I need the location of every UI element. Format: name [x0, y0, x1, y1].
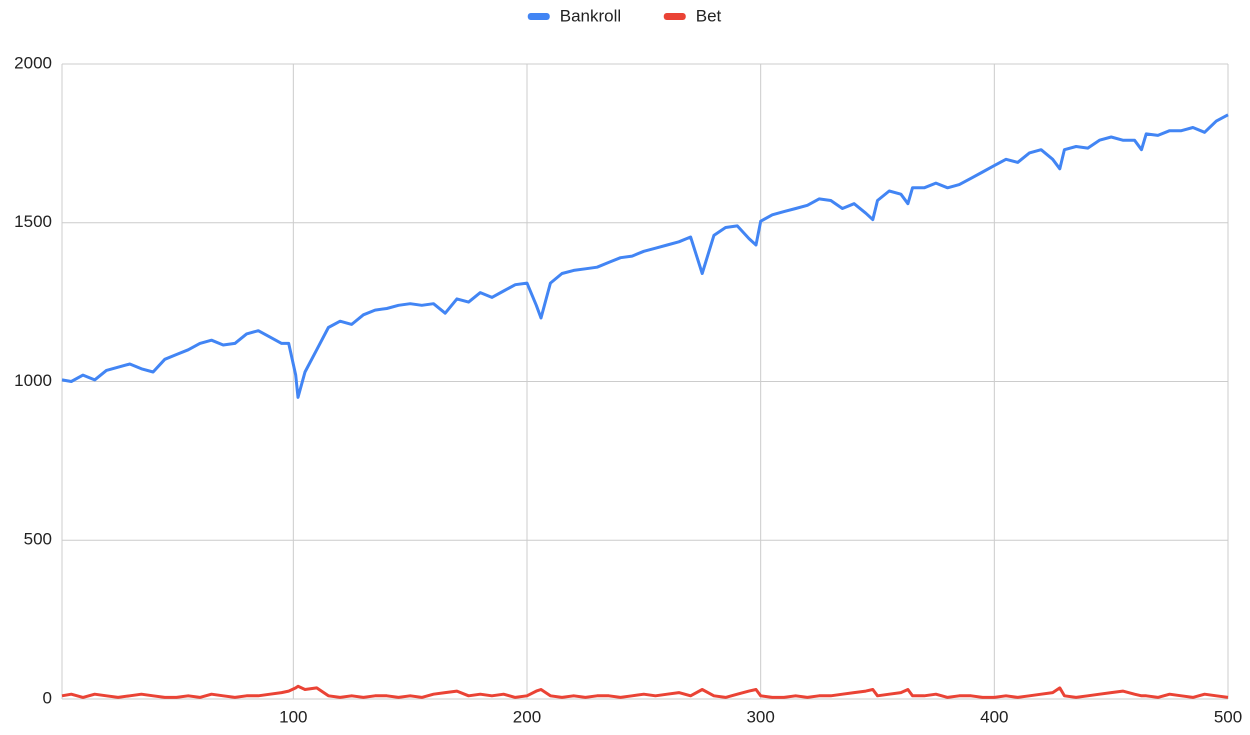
series-line [61, 684, 1229, 699]
y-tick-label: 2000 [14, 53, 52, 72]
y-tick-label: 1500 [14, 212, 52, 231]
x-tick-label: 200 [513, 707, 541, 726]
x-tick-label: 100 [279, 707, 307, 726]
y-tick-label: 1000 [14, 371, 52, 390]
x-tick-label: 400 [980, 707, 1008, 726]
legend-swatch [527, 13, 550, 20]
legend-label: Bankroll [560, 6, 621, 25]
legend-swatch [663, 13, 686, 20]
y-tick-label: 500 [24, 530, 52, 549]
series-line [61, 113, 1229, 399]
x-tick-label: 300 [746, 707, 774, 726]
x-tick-label: 500 [1214, 707, 1242, 726]
y-tick-label: 0 [43, 688, 52, 707]
legend-label: Bet [696, 6, 722, 25]
